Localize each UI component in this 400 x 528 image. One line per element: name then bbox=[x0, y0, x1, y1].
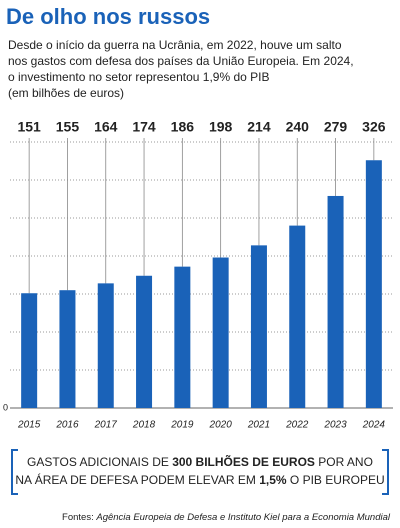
y-tick-label: 0 bbox=[3, 402, 8, 412]
x-tick-label: 2018 bbox=[132, 420, 156, 431]
value-label: 164 bbox=[94, 119, 118, 135]
value-label: 198 bbox=[209, 119, 233, 135]
subtitle-line: o investimento no setor representou 1,9%… bbox=[8, 70, 270, 84]
subtitle-line: Desde o início da guerra na Ucrânia, em … bbox=[8, 38, 342, 52]
x-tick-label: 2016 bbox=[55, 420, 79, 431]
value-label: 186 bbox=[171, 119, 195, 135]
x-tick-label: 2021 bbox=[247, 420, 270, 431]
bar bbox=[289, 225, 306, 408]
bar bbox=[59, 290, 76, 408]
bracket-right bbox=[382, 449, 389, 495]
bar bbox=[250, 245, 267, 408]
subtitle-line: nos gastos com defesa dos países da Uniã… bbox=[8, 54, 354, 68]
value-label: 279 bbox=[324, 119, 348, 135]
value-label: 240 bbox=[286, 119, 310, 135]
value-label: 326 bbox=[362, 119, 386, 135]
bar bbox=[21, 293, 38, 408]
x-tick-label: 2023 bbox=[323, 420, 347, 431]
x-tick-label: 2019 bbox=[170, 420, 194, 431]
value-label: 174 bbox=[132, 119, 156, 135]
x-tick-label: 2015 bbox=[17, 420, 41, 431]
value-label: 214 bbox=[247, 119, 271, 135]
bar bbox=[97, 283, 114, 408]
bar bbox=[212, 257, 229, 408]
callout-text: NA ÁREA DE DEFESA PODEM ELEVAR EM bbox=[15, 472, 259, 487]
chart-title: De olho nos russos bbox=[6, 4, 210, 29]
callout-line: NA ÁREA DE DEFESA PODEM ELEVAR EM 1,5% O… bbox=[15, 472, 384, 487]
callout-text: GASTOS ADICIONAIS DE bbox=[27, 455, 172, 469]
callout-text: POR ANO bbox=[315, 455, 373, 469]
subtitle-line: (em bilhões de euros) bbox=[8, 86, 124, 100]
x-tick-label: 2020 bbox=[209, 420, 233, 431]
callout-line: GASTOS ADICIONAIS DE 300 BILHÕES DE EURO… bbox=[27, 454, 373, 469]
callout-text: 300 BILHÕES DE EUROS bbox=[172, 454, 315, 469]
callout-text: O PIB EUROPEU bbox=[287, 473, 385, 487]
value-label: 155 bbox=[56, 119, 80, 135]
bar bbox=[327, 195, 344, 408]
source-text: Fontes: bbox=[62, 512, 96, 523]
bar bbox=[174, 266, 191, 408]
x-tick-label: 2017 bbox=[94, 420, 118, 431]
x-tick-label: 2022 bbox=[285, 420, 309, 431]
source: Fontes: Agência Europeia de Defesa e Ins… bbox=[62, 512, 391, 523]
source-text: Agência Europeia de Defesa e Instituto K… bbox=[95, 512, 391, 523]
bracket-left bbox=[11, 449, 18, 495]
bar bbox=[136, 275, 153, 408]
bar bbox=[365, 160, 382, 408]
value-label: 151 bbox=[17, 119, 41, 135]
x-tick-label: 2024 bbox=[362, 420, 386, 431]
callout-text: 1,5% bbox=[259, 473, 287, 487]
